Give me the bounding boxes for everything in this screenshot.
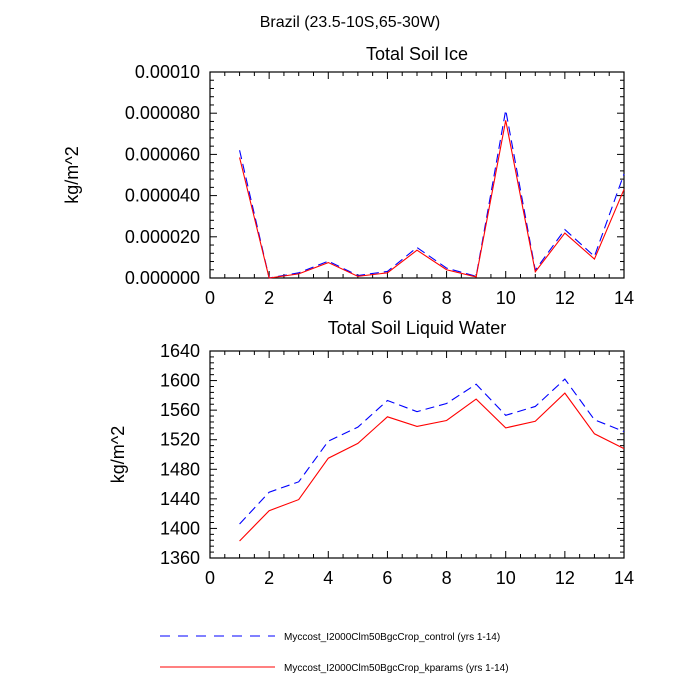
legend-label-kparams: Myccost_I2000Clm50BgcCrop_kparams (yrs 1… [284, 663, 509, 674]
x-tick-label: 4 [323, 288, 333, 308]
series-line-control [239, 110, 625, 279]
x-tick-label: 14 [614, 568, 634, 588]
figure-suptitle: Brazil (23.5-10S,65-30W) [260, 14, 441, 31]
x-tick-label: 0 [205, 568, 215, 588]
y-tick-label: 1360 [160, 548, 200, 568]
legend: Myccost_I2000Clm50BgcCrop_control (yrs 1… [160, 632, 509, 674]
x-tick-label: 4 [323, 568, 333, 588]
x-tick-label: 8 [442, 568, 452, 588]
y-tick-label: 0.000060 [125, 144, 200, 164]
y-axis-label: kg/m^2 [62, 146, 82, 203]
panel-total-soil-ice: Total Soil Ice kg/m^2 0 2 4 6 8 10 12 14 0.000000 0… [62, 44, 634, 308]
y-tick-label: 1520 [160, 430, 200, 450]
x-tick-label: 2 [264, 288, 274, 308]
x-tick-label: 6 [382, 568, 392, 588]
x-tick-label: 10 [496, 568, 516, 588]
series-line-kparams [239, 392, 625, 542]
y-axis-label: kg/m^2 [108, 426, 128, 483]
y-tick-label: 1640 [160, 341, 200, 361]
panel-title: Total Soil Ice [366, 44, 468, 64]
y-tick-label: 1480 [160, 459, 200, 479]
x-tick-label: 6 [382, 288, 392, 308]
y-tick-label: 1600 [160, 371, 200, 391]
series-line-kparams [239, 120, 625, 279]
panel-total-soil-liquid-water: Total Soil Liquid Water kg/m^2 0 2 4 6 8 10 12 14… [108, 318, 634, 588]
x-tick-label: 2 [264, 568, 274, 588]
plot-frame [209, 350, 625, 559]
x-tick-label: 0 [205, 288, 215, 308]
y-tick-label: 1400 [160, 518, 200, 538]
y-tick-label: 0.00010 [135, 62, 200, 82]
panel-title: Total Soil Liquid Water [328, 318, 506, 338]
y-tick-label: 0.000020 [125, 227, 200, 247]
y-tick-label: 0.000040 [125, 186, 200, 206]
x-tick-label: 10 [496, 288, 516, 308]
plot-frame [209, 71, 625, 279]
x-tick-label: 8 [442, 288, 452, 308]
y-tick-label: 0.000080 [125, 103, 200, 123]
legend-label-control: Myccost_I2000Clm50BgcCrop_control (yrs 1… [284, 632, 500, 643]
x-tick-label: 14 [614, 288, 634, 308]
y-tick-label: 1440 [160, 489, 200, 509]
x-tick-label: 12 [555, 288, 575, 308]
y-tick-label: 1560 [160, 400, 200, 420]
y-tick-label: 0.000000 [125, 268, 200, 288]
series-line-control [239, 378, 625, 525]
x-tick-label: 12 [555, 568, 575, 588]
